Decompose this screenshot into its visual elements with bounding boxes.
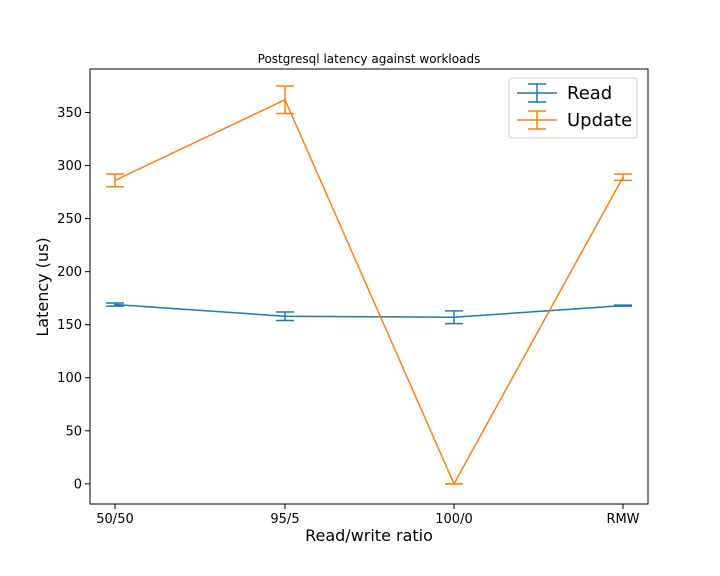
y-tick-label: 200: [57, 265, 82, 280]
y-tick-label: 150: [57, 318, 82, 333]
y-tick-label: 0: [74, 477, 82, 492]
y-tick-label: 250: [57, 212, 82, 227]
y-tick-label: 100: [57, 371, 82, 386]
y-tick-label: 350: [57, 106, 82, 121]
y-tick-label: 300: [57, 159, 82, 174]
x-tick-label: 95/5: [270, 512, 299, 527]
plot-frame: [89, 68, 649, 505]
legend-item-read: Read: [517, 83, 612, 104]
plot-area: [90, 69, 648, 504]
series-layer: [106, 85, 632, 486]
x-axis-label: Read/write ratio: [305, 526, 433, 545]
legend-item-update: Update: [517, 110, 632, 131]
x-axis: 50/50 95/5 100/0 RMW: [96, 504, 640, 527]
x-tick-label: 100/0: [435, 512, 472, 527]
series-line: [114, 303, 624, 319]
series-update: [106, 85, 632, 486]
error-bar: [614, 304, 632, 307]
chart-title: Postgresql latency against workloads: [258, 52, 481, 66]
series-line: [114, 98, 624, 486]
legend: Read Update: [508, 77, 638, 139]
y-axis-label: Latency (us): [33, 237, 52, 336]
x-tick-label: 50/50: [96, 512, 133, 527]
error-bar: [276, 85, 294, 115]
x-tick-label: RMW: [606, 512, 639, 527]
error-bar: [614, 173, 632, 182]
error-bar: [445, 310, 463, 325]
error-bar: [276, 311, 294, 322]
legend-label: Read: [567, 83, 612, 104]
error-bar: [106, 173, 124, 188]
y-axis: 0 50 100 150 200 250 300 350: [57, 106, 90, 492]
y-tick-label: 50: [65, 424, 82, 439]
error-bar: [106, 302, 124, 307]
series-read: [106, 302, 632, 325]
legend-label: Update: [567, 110, 632, 131]
